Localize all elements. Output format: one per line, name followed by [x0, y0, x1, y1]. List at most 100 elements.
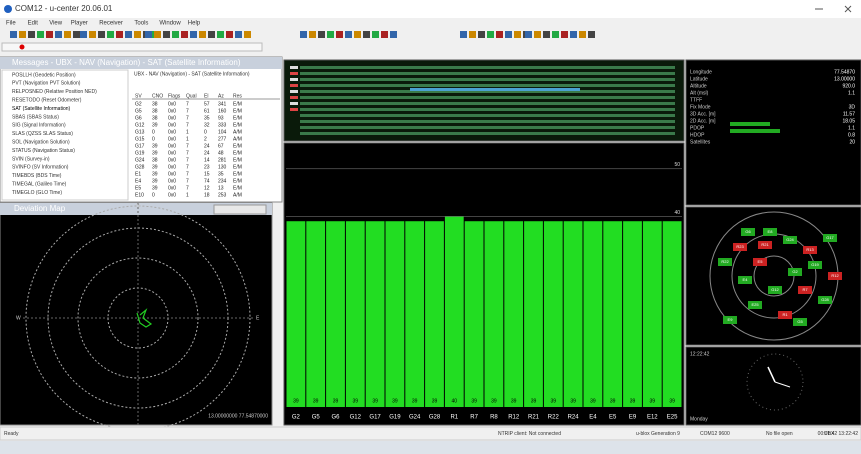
table-cell: 0x0	[168, 157, 176, 163]
data-label: Fix Mode	[690, 104, 711, 110]
menu-item[interactable]: Help	[188, 21, 201, 27]
menu-item[interactable]: Tools	[134, 21, 148, 27]
table-cell: 39	[152, 185, 158, 191]
signal-bar	[286, 221, 306, 407]
table-cell: E/M	[233, 164, 242, 170]
table-cell: 61	[204, 108, 210, 114]
close-button[interactable]	[844, 5, 852, 13]
window-title: COM12 - u-center 20.06.01	[15, 4, 113, 13]
menu-item[interactable]: Window	[159, 21, 181, 27]
table-cell: 39	[152, 171, 158, 177]
messages-title: Messages - UBX - NAV (Navigation) - SAT …	[12, 58, 241, 67]
bar-value: 39	[669, 398, 675, 404]
satellite-marker	[778, 311, 792, 319]
menu-item[interactable]: File	[6, 21, 16, 27]
tree-item[interactable]: SVINFO (SV Information)	[12, 165, 69, 171]
bar-label: R24	[568, 415, 580, 421]
satellite-label: E9	[728, 317, 734, 322]
toolbar-button	[300, 31, 307, 38]
table-cell: 253	[218, 192, 227, 198]
signal-bar	[405, 221, 425, 407]
tree-item[interactable]: SBAS (SBAS Status)	[12, 114, 59, 120]
menu-item[interactable]: Edit	[28, 21, 39, 27]
tree-item[interactable]: SOL (Navigation Solution)	[12, 140, 70, 146]
bar-label: G12	[350, 415, 362, 421]
status-field: 00:01:42 13:22:42	[818, 431, 859, 437]
bar-label: G28	[429, 415, 441, 421]
signal-bar	[484, 221, 504, 407]
status-field: COM12 9600	[700, 431, 730, 437]
table-cell: 1	[186, 192, 189, 198]
toolbar-button	[107, 31, 114, 38]
toolbar-button	[226, 31, 233, 38]
toolbar-button	[199, 31, 206, 38]
table-cell: 2	[204, 136, 207, 142]
table-cell: 12	[204, 185, 210, 191]
playback-bar	[1, 42, 263, 52]
status-field: NTRIP client: Not connected	[498, 431, 561, 437]
tree-item[interactable]: SLAS (QZSS SLAS Status)	[12, 131, 73, 137]
table-cell: 23	[204, 164, 210, 170]
table-cell: 341	[218, 101, 227, 107]
tree-item[interactable]: SAT (Satellite Information)	[12, 106, 71, 112]
table-cell: G2	[135, 101, 142, 107]
tree-item[interactable]: RELPOSNED (Relative Position NED)	[12, 89, 97, 95]
signal-bar	[464, 221, 484, 407]
bar-value: 39	[630, 398, 636, 404]
tree-item[interactable]: TIMEGAL (Galileo Time)	[12, 182, 67, 188]
table-cell: E/M	[233, 115, 242, 121]
tree-item[interactable]: TIMEBDS (BDS Time)	[12, 173, 62, 179]
menu-item[interactable]: View	[49, 21, 63, 27]
satellite-label: R13	[806, 247, 814, 252]
data-value: 20	[849, 139, 855, 145]
bar-label: G24	[409, 415, 421, 421]
satellite-marker	[808, 261, 822, 269]
level-marker	[290, 102, 298, 105]
window-buttons	[213, 204, 267, 215]
tree-item[interactable]: SIG (Signal Information)	[12, 123, 66, 129]
bar-label: E25	[667, 415, 678, 421]
bar-label: G2	[292, 415, 301, 421]
toolbar-button	[80, 31, 87, 38]
table-cell: 35	[218, 171, 224, 177]
bar-value: 39	[293, 398, 299, 404]
toolbar-button	[116, 31, 123, 38]
record-button[interactable]	[19, 44, 25, 50]
bar-label: E4	[589, 415, 597, 421]
tree-item[interactable]: POSLLH (Geodetic Position)	[12, 72, 76, 78]
table-cell: 38	[152, 101, 158, 107]
table-cell: 0x0	[168, 171, 176, 177]
tree-item[interactable]: STATUS (Navigation Status)	[12, 148, 75, 154]
tree-item[interactable]: PVT (Navigation PVT Solution)	[12, 81, 81, 87]
table-cell: 7	[186, 157, 189, 163]
data-label: Longitude	[690, 69, 712, 75]
title-bar	[0, 0, 861, 18]
signal-bar	[326, 221, 345, 407]
level-marker	[290, 72, 298, 75]
menu-item[interactable]: Player	[71, 21, 88, 27]
toolbar-button	[163, 31, 170, 38]
menu-item[interactable]: Receiver	[99, 21, 123, 27]
tree-item[interactable]: SVIN (Survey-in)	[12, 156, 50, 162]
satellite-marker	[718, 258, 732, 266]
table-cell: E/M	[233, 101, 242, 107]
satellite-label: G12	[771, 287, 779, 292]
tree-item[interactable]: TIMEGLO (GLO Time)	[12, 190, 62, 196]
level-row	[300, 66, 675, 69]
data-label: TTFF	[690, 97, 702, 103]
table-cell: 0x0	[168, 108, 176, 114]
data-value: 77.54870	[834, 69, 855, 75]
toolbar-button	[208, 31, 215, 38]
satellite-marker	[748, 301, 762, 309]
taskbar	[0, 441, 861, 454]
table-cell: G28	[135, 164, 145, 170]
bar-label: R7	[470, 415, 478, 421]
satellite-marker	[741, 228, 755, 236]
bar-value: 39	[353, 398, 359, 404]
bar-value: 39	[333, 398, 339, 404]
table-cell: A/M	[233, 192, 242, 198]
satellite-label: E8	[768, 229, 774, 234]
tree-item[interactable]: RESETODO (Reset Odometer)	[12, 98, 82, 104]
table-cell: 39	[152, 122, 158, 128]
